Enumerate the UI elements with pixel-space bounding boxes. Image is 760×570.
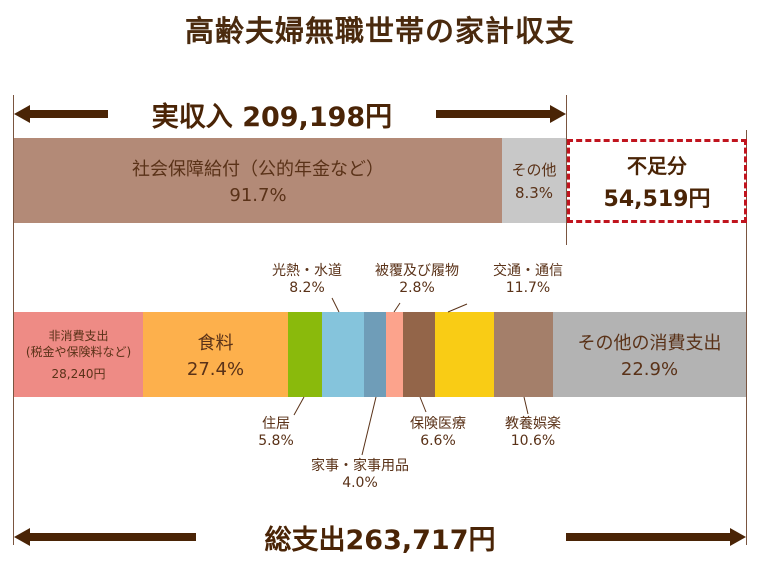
expense-right-guide-line <box>746 130 747 545</box>
income-arrow-left-bar <box>28 110 108 118</box>
shortfall-label: 不足分 <box>627 153 687 178</box>
segment-label: 社会保障給付（公的年金など） <box>132 159 384 180</box>
expense-arrow-right-bar <box>566 533 732 541</box>
segment-value: 8.3% <box>514 184 554 202</box>
label-medical: 保険医療 6.6% <box>410 416 466 449</box>
expense-arrow-left-icon <box>14 528 30 546</box>
expense-segment-clothing <box>386 312 403 397</box>
label-transport: 交通・通信 11.7% <box>493 263 563 296</box>
income-arrow-right-icon <box>550 105 566 123</box>
label-housing: 住居 5.8% <box>258 416 294 449</box>
label-utilities: 光熱・水道 8.2% <box>272 263 342 296</box>
income-segment-other: その他 8.3% <box>502 138 566 223</box>
expense-segment-culture <box>494 312 553 397</box>
left-guide-line <box>13 95 14 545</box>
expense-segment-housing <box>288 312 322 397</box>
expense-segment-transport <box>435 312 494 397</box>
label-clothing: 被覆及び履物 2.8% <box>375 263 459 296</box>
shortfall-box: 不足分 54,519円 <box>567 139 747 223</box>
expense-segment-household-goods <box>364 312 386 397</box>
income-segment-social-security: 社会保障給付（公的年金など） 91.7% <box>14 138 502 223</box>
income-total-label: 実収入 209,198円 <box>151 102 393 133</box>
segment-sublabel: (税金や保険料など) <box>25 344 132 359</box>
label-household-goods: 家事・家事用品 4.0% <box>311 458 409 491</box>
segment-label: 非消費支出 <box>48 328 109 343</box>
expense-arrow-left-bar <box>28 533 196 541</box>
segment-value: 22.9% <box>620 359 679 380</box>
segment-label: その他 <box>511 161 557 179</box>
income-right-guide-line <box>566 95 567 245</box>
income-arrow-right-bar <box>436 110 552 118</box>
expense-segment-other-consumption: その他の消費支出 22.9% <box>553 312 746 397</box>
income-arrow-left-icon <box>14 105 30 123</box>
chart-title: 高齢夫婦無職世帯の家計収支 <box>184 14 575 48</box>
expense-total-label: 総支出263,717円 <box>264 525 496 556</box>
expense-segment-medical <box>403 312 435 397</box>
label-culture: 教養娯楽 10.6% <box>505 416 561 449</box>
expense-segment-food: 食料 27.4% <box>143 312 288 397</box>
expense-segment-non-consumption: 非消費支出 (税金や保険料など) 28,240円 <box>14 312 143 397</box>
shortfall-amount: 54,519円 <box>603 186 711 212</box>
segment-label: 食料 <box>197 333 234 354</box>
segment-value: 91.7% <box>229 185 287 206</box>
segment-value: 27.4% <box>186 359 245 380</box>
segment-value: 28,240円 <box>51 366 106 381</box>
segment-label: その他の消費支出 <box>577 333 722 354</box>
expense-arrow-right-icon <box>730 528 746 546</box>
expense-segment-utilities <box>322 312 364 397</box>
